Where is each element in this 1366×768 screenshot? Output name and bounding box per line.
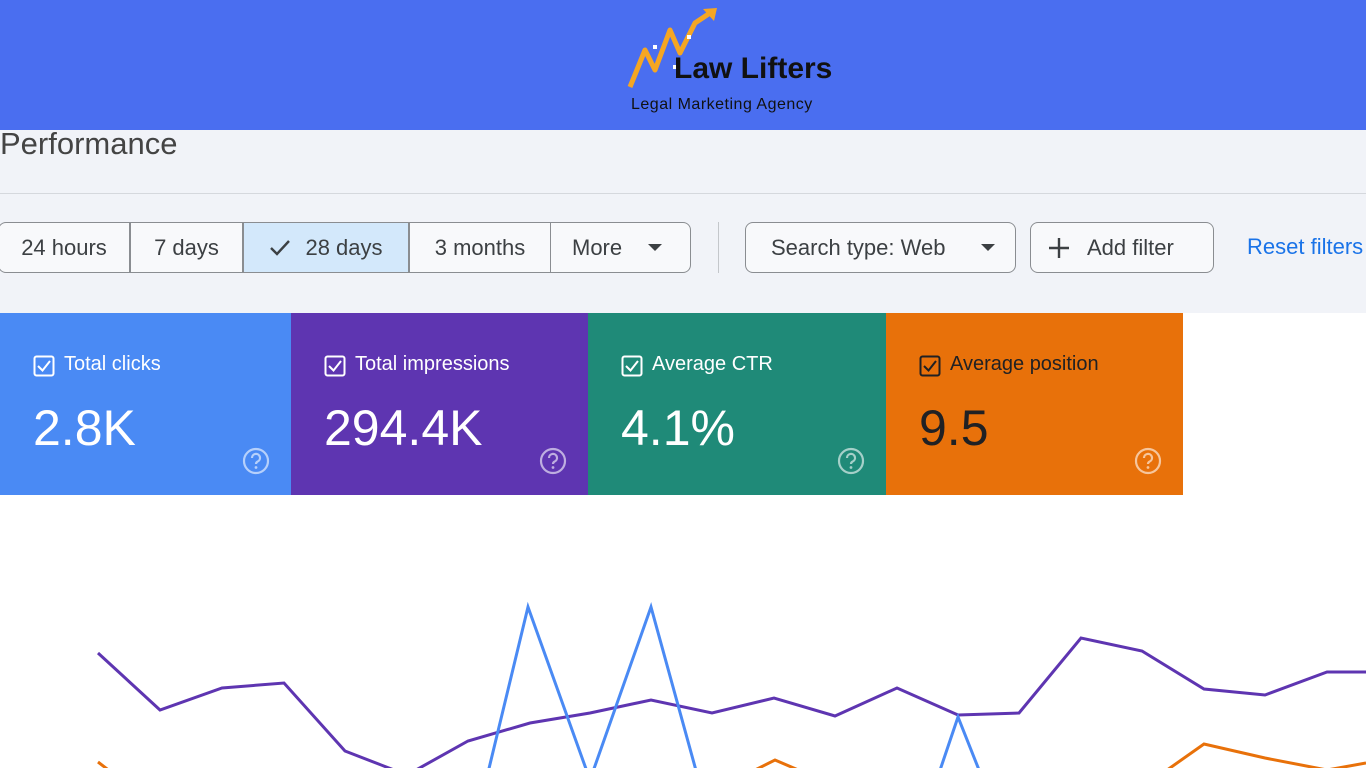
metric-value: 4.1% (621, 400, 735, 456)
metric-label: Average CTR (652, 353, 773, 375)
separator (718, 222, 719, 273)
range-button[interactable]: 24 hours (0, 222, 130, 273)
metric-label: Average position (950, 353, 1099, 375)
tagline: Legal Marketing Agency (631, 96, 813, 113)
position-line (1167, 742, 1366, 768)
check-icon (270, 239, 291, 256)
range-label: 28 days (305, 234, 383, 260)
range-button[interactable]: 7 days (130, 222, 243, 273)
brand: Law Lifters (674, 52, 833, 85)
plus-icon (1049, 238, 1069, 258)
add-filter-button[interactable]: Add filter (1030, 222, 1214, 273)
help-icon (837, 447, 865, 475)
toolbar-area (0, 130, 1366, 313)
impressions-line (96, 636, 1366, 768)
metric-label: Total clicks (64, 353, 161, 375)
range-button[interactable]: More (550, 222, 691, 273)
range-label: 24 hours (21, 234, 107, 260)
checkbox (621, 355, 643, 377)
dropdown-arrow (981, 244, 995, 251)
help-icon (1134, 447, 1162, 475)
metric-value: 294.4K (324, 400, 483, 456)
range-label: More (572, 234, 623, 260)
logo-icon (627, 8, 717, 88)
clicks-line (939, 712, 980, 768)
metric-label: Total impressions (355, 353, 510, 375)
range-button[interactable]: 28 days (243, 222, 409, 273)
range-button[interactable]: 3 months (409, 222, 551, 273)
metric-card[interactable]: Total clicks 2.8K (0, 313, 291, 495)
dropdown-arrow (648, 244, 662, 251)
metric-value: 2.8K (33, 400, 136, 456)
checkbox (324, 355, 346, 377)
clicks-line (487, 601, 697, 768)
help-icon (242, 447, 270, 475)
checkbox (33, 355, 55, 377)
metric-card[interactable]: Average CTR 4.1% (588, 313, 886, 495)
performance-chart (96, 601, 1366, 768)
checkbox (919, 355, 941, 377)
reset-filters-link[interactable]: Reset filters (1247, 234, 1364, 259)
page-title: Performance (0, 126, 178, 161)
metric-card[interactable]: Average position 9.5 (886, 313, 1183, 495)
position-line (755, 758, 798, 768)
range-label: 3 months (434, 234, 526, 260)
divider (0, 193, 1366, 194)
add-filter-label: Add filter (1087, 234, 1174, 260)
search-type-button[interactable]: Search type: Web (745, 222, 1016, 273)
position-line (97, 760, 109, 768)
header: Law Lifters Legal Marketing Agency (0, 0, 1366, 130)
metric-value: 9.5 (919, 400, 989, 456)
metric-card[interactable]: Total impressions 294.4K (291, 313, 588, 495)
help-icon (539, 447, 567, 475)
search-type-label: Search type: Web (771, 234, 946, 260)
range-label: 7 days (154, 234, 219, 260)
